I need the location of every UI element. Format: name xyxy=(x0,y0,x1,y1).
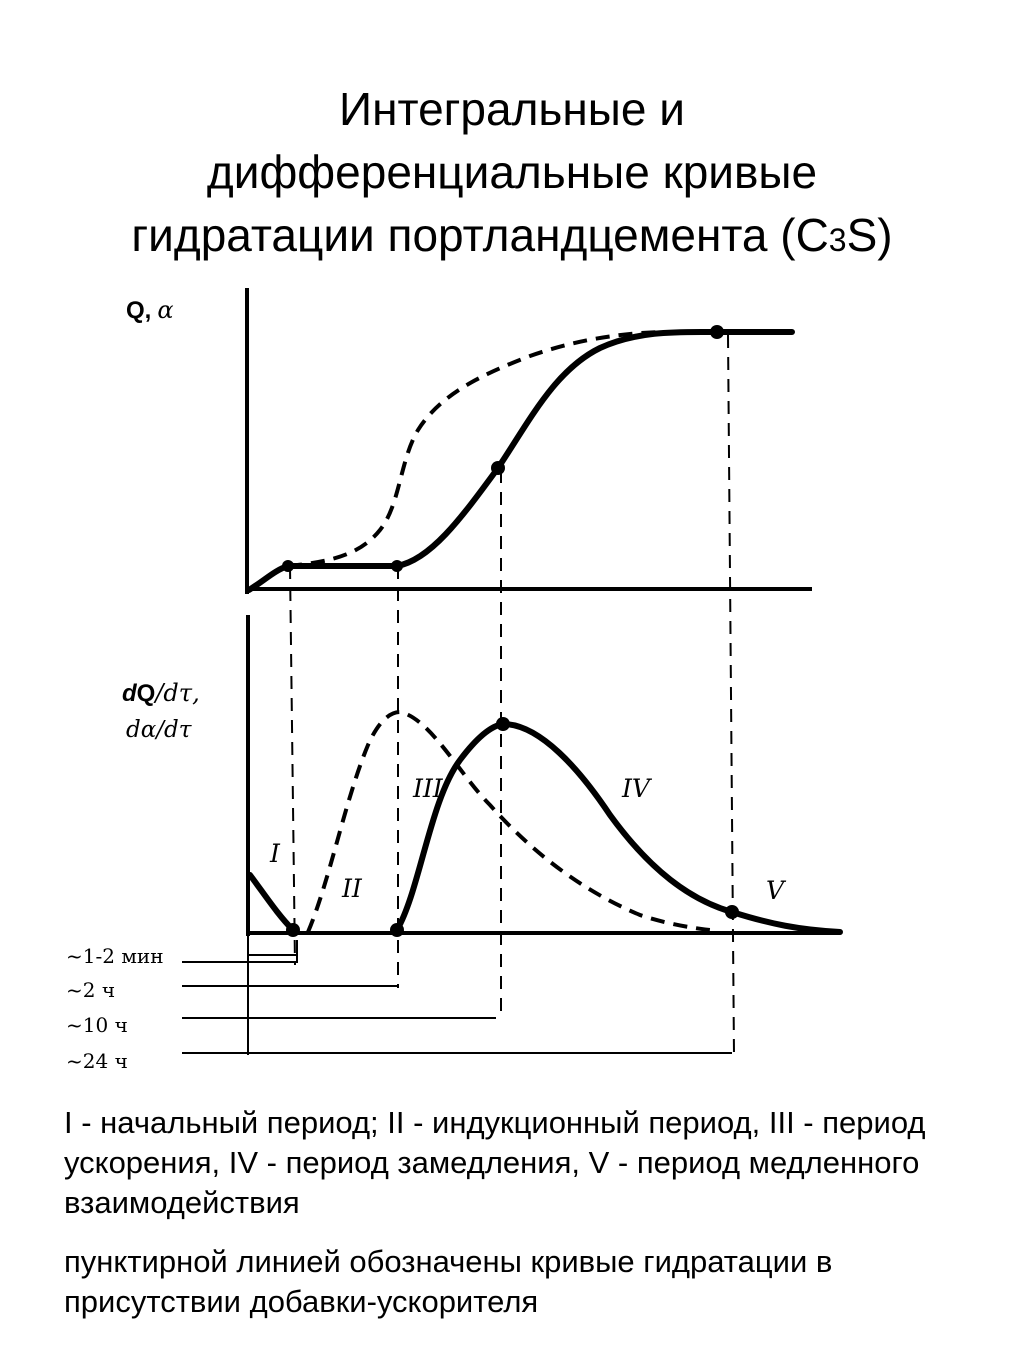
differential-curve-solid xyxy=(247,720,843,935)
guide-line-4 xyxy=(727,334,735,1056)
time-label-4: ~24 ч xyxy=(66,1049,128,1073)
integral-curve-solid xyxy=(246,328,795,593)
period-label-1: I xyxy=(269,839,281,868)
period-label-2: II xyxy=(341,874,363,903)
time-bracket-1 xyxy=(182,940,298,963)
lower-y-label-line2: dα/dτ xyxy=(126,717,193,743)
vertical-guides xyxy=(289,334,735,1056)
period-label-4: IV xyxy=(621,774,653,803)
periods-legend: I - начальный период; II - индукционный … xyxy=(64,1105,926,1220)
differential-point-1 xyxy=(286,923,300,937)
dashed-line-note: пунктирной линией обозначены кривые гидр… xyxy=(64,1244,833,1319)
time-label-1: ~1-2 мин xyxy=(66,944,164,968)
differential-point-3 xyxy=(496,717,510,731)
guide-line-1 xyxy=(289,565,296,966)
integral-point-3 xyxy=(491,461,505,475)
time-label-2: ~2 ч xyxy=(66,978,115,1002)
slide-title: Интегральные и дифференциальные кривые г… xyxy=(0,78,1024,272)
period-label-3: III xyxy=(412,774,444,803)
title-line-3: гидратации портландцемента (C3S) xyxy=(0,204,1024,272)
differential-curve-dashed xyxy=(306,709,711,933)
time-labels: ~1-2 мин ~2 ч ~10 ч ~24 ч xyxy=(66,944,164,1073)
time-brackets xyxy=(182,936,732,1055)
lower-plot: dQ/dτ, dα/dτ I II III IV V xyxy=(122,615,843,937)
period-label-5: V xyxy=(766,876,787,905)
integral-point-4 xyxy=(710,325,724,339)
title-line-3-end: S) xyxy=(846,209,893,261)
integral-curve-dashed xyxy=(287,330,717,568)
title-line-3-main: гидратации портландцемента (C xyxy=(131,209,829,261)
upper-y-label: Q, α xyxy=(126,296,174,324)
upper-plot: Q, α xyxy=(126,288,812,594)
lower-y-label-line1: dQ/dτ, xyxy=(122,679,200,707)
time-label-3: ~10 ч xyxy=(66,1013,128,1037)
title-line-2: дифференциальные кривые xyxy=(206,146,818,198)
title-subscript: 3 xyxy=(828,222,847,258)
integral-point-1 xyxy=(282,560,294,572)
title-line-1: Интегральные и xyxy=(339,83,685,135)
